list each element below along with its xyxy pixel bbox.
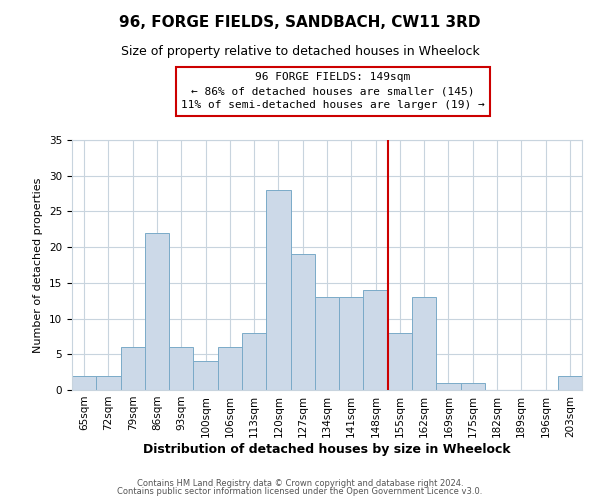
Bar <box>436 383 461 390</box>
Y-axis label: Number of detached properties: Number of detached properties <box>34 178 43 352</box>
Bar <box>96 376 121 390</box>
Bar <box>364 290 388 390</box>
Bar <box>193 362 218 390</box>
Bar <box>388 333 412 390</box>
X-axis label: Distribution of detached houses by size in Wheelock: Distribution of detached houses by size … <box>143 442 511 456</box>
Bar <box>169 347 193 390</box>
Bar <box>266 190 290 390</box>
Text: Contains public sector information licensed under the Open Government Licence v3: Contains public sector information licen… <box>118 487 482 496</box>
Bar <box>218 347 242 390</box>
Bar <box>121 347 145 390</box>
Bar <box>558 376 582 390</box>
Text: Size of property relative to detached houses in Wheelock: Size of property relative to detached ho… <box>121 45 479 58</box>
Text: Contains HM Land Registry data © Crown copyright and database right 2024.: Contains HM Land Registry data © Crown c… <box>137 478 463 488</box>
Bar <box>72 376 96 390</box>
Text: 96, FORGE FIELDS, SANDBACH, CW11 3RD: 96, FORGE FIELDS, SANDBACH, CW11 3RD <box>119 15 481 30</box>
Bar <box>242 333 266 390</box>
Bar <box>145 233 169 390</box>
Bar <box>412 297 436 390</box>
Bar <box>290 254 315 390</box>
Bar <box>339 297 364 390</box>
Bar <box>315 297 339 390</box>
Text: 96 FORGE FIELDS: 149sqm
← 86% of detached houses are smaller (145)
11% of semi-d: 96 FORGE FIELDS: 149sqm ← 86% of detache… <box>181 72 485 110</box>
Bar <box>461 383 485 390</box>
